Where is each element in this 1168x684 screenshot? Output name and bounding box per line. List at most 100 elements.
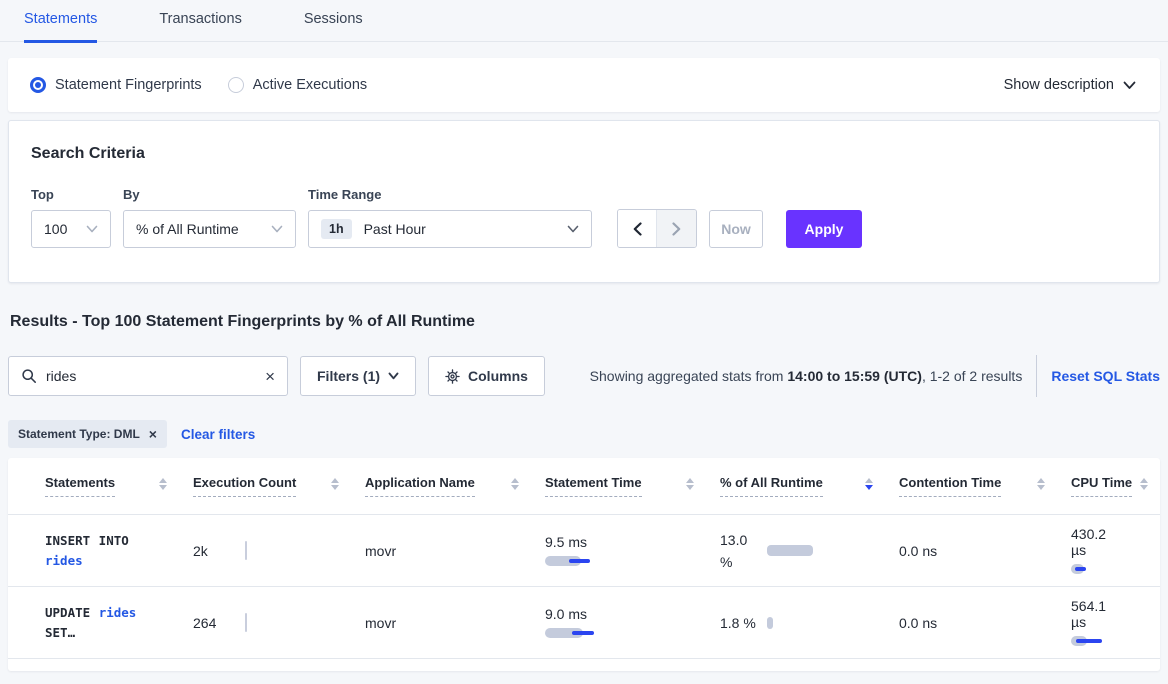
time-range-nav (617, 209, 697, 248)
col-contention-time[interactable]: Contention Time (899, 475, 1002, 497)
sort-application-name[interactable] (511, 477, 519, 490)
applied-filters-row: Statement Type: DML × Clear filters (8, 420, 1160, 448)
results-controls: × Filters (1) Columns Showing aggregated… (8, 355, 1160, 397)
tab-bar: Statements Transactions Sessions (0, 0, 1168, 43)
execution-count-bar (245, 613, 247, 632)
filter-chip-statement-type: Statement Type: DML × (8, 420, 167, 448)
top-label: Top (31, 187, 54, 202)
show-description-toggle[interactable]: Show description (1004, 77, 1136, 93)
sort-statements[interactable] (159, 477, 167, 490)
radio-active-executions[interactable]: Active Executions (227, 77, 368, 93)
contention-time-cell: 0.0 ns (899, 614, 938, 631)
cpu-time-bar (1071, 563, 1111, 575)
application-name-cell: movr (365, 614, 397, 631)
panel-title: Search Criteria (31, 145, 145, 162)
time-next-button[interactable] (657, 210, 696, 247)
cpu-time-cell: 564.1 µs (1071, 598, 1152, 647)
by-label: By (123, 187, 140, 202)
col-percent-runtime[interactable]: % of All Runtime (720, 475, 823, 497)
col-cpu-time[interactable]: CPU Time (1071, 475, 1133, 497)
time-range-select[interactable]: 1h Past Hour (308, 210, 592, 248)
chevron-down-icon (86, 225, 98, 233)
top-field: Top 100 (31, 187, 111, 248)
percent-runtime-cell: 1.8 % (720, 612, 899, 634)
radio-selected-icon (30, 77, 46, 93)
reset-sql-stats-link[interactable]: Reset SQL Stats (1051, 368, 1160, 384)
execution-count-bar (245, 541, 247, 560)
radio-statement-fingerprints[interactable]: Statement Fingerprints (30, 77, 202, 93)
search-input-wrapper: × (8, 356, 288, 396)
statement-link[interactable]: rides (45, 552, 83, 568)
sort-execution-count[interactable] (331, 477, 339, 490)
col-statements[interactable]: Statements (45, 475, 116, 497)
statement-cell: UPDATE rides SET… (45, 604, 137, 640)
chevron-right-icon (672, 221, 681, 236)
statement-time-bar (545, 627, 605, 639)
percent-runtime-bar (767, 545, 813, 556)
chevron-left-icon (633, 221, 642, 236)
chevron-down-icon (1123, 81, 1136, 89)
by-select-value: % of All Runtime (136, 221, 239, 237)
statement-cell: INSERT INTO rides (45, 532, 129, 568)
now-button[interactable]: Now (709, 210, 763, 248)
chevron-down-icon (388, 372, 399, 380)
tab-statements[interactable]: Statements (24, 11, 98, 43)
sort-statement-time[interactable] (686, 477, 694, 490)
top-select[interactable]: 100 (31, 210, 111, 248)
results-summary: Showing aggregated stats from 14:00 to 1… (589, 368, 1023, 384)
table-header-row: Statements Execution Count Application N… (8, 458, 1160, 515)
execution-count-cell: 264 (193, 613, 365, 632)
summary-time-range: 14:00 to 15:59 (UTC) (787, 368, 922, 384)
sort-cpu-time[interactable] (1140, 477, 1148, 490)
filter-chip-label: Statement Type: DML (18, 427, 140, 441)
sort-contention-time[interactable] (1037, 477, 1045, 490)
time-prev-button[interactable] (618, 210, 657, 247)
chevron-down-icon (271, 225, 283, 233)
radio-label: Active Executions (252, 77, 368, 93)
remove-filter-icon[interactable]: × (148, 426, 157, 442)
clear-search-icon[interactable]: × (265, 366, 275, 386)
results-heading: Results - Top 100 Statement Fingerprints… (10, 313, 475, 330)
search-icon (22, 369, 36, 383)
cpu-time-bar (1071, 635, 1115, 647)
radio-unselected-icon (227, 77, 244, 93)
table-row: INSERT INTO rides 2k movr 9.5 ms 13.0 % … (8, 515, 1160, 587)
application-name-cell: movr (365, 542, 397, 559)
statements-table: Statements Execution Count Application N… (8, 458, 1160, 671)
search-criteria-panel: Search Criteria Top 100 By % of All Runt… (8, 120, 1160, 283)
statement-time-bar (545, 555, 605, 567)
percent-runtime-cell: 13.0 % (720, 529, 899, 573)
time-range-value: Past Hour (363, 221, 426, 237)
cpu-time-cell: 430.2 µs (1071, 526, 1152, 575)
filters-label: Filters (1) (317, 368, 381, 384)
sort-percent-runtime[interactable] (865, 477, 873, 490)
chevron-down-icon (567, 225, 579, 233)
contention-time-cell: 0.0 ns (899, 542, 938, 559)
search-input[interactable] (46, 368, 266, 384)
percent-runtime-bar (767, 616, 773, 629)
filters-button[interactable]: Filters (1) (300, 356, 417, 396)
statement-link[interactable]: rides (98, 604, 137, 620)
apply-button[interactable]: Apply (786, 210, 862, 248)
by-select[interactable]: % of All Runtime (123, 210, 296, 248)
columns-button[interactable]: Columns (428, 356, 545, 396)
clear-filters-link[interactable]: Clear filters (180, 426, 256, 442)
tab-sessions[interactable]: Sessions (303, 11, 363, 27)
col-application-name[interactable]: Application Name (365, 475, 475, 497)
columns-label: Columns (468, 368, 528, 384)
by-field: By % of All Runtime (123, 187, 296, 248)
statement-time-cell: 9.5 ms (545, 534, 720, 567)
show-description-label: Show description (1003, 77, 1114, 93)
time-range-field: Time Range 1h Past Hour (308, 187, 592, 248)
view-mode-bar: Statement Fingerprints Active Executions… (8, 58, 1160, 112)
tab-transactions[interactable]: Transactions (159, 11, 242, 27)
execution-count-cell: 2k (193, 541, 365, 560)
col-statement-time[interactable]: Statement Time (545, 475, 642, 497)
col-execution-count[interactable]: Execution Count (193, 475, 297, 497)
radio-label: Statement Fingerprints (55, 77, 202, 93)
table-row: UPDATE rides SET… 264 movr 9.0 ms 1.8 % … (8, 587, 1160, 659)
time-range-badge: 1h (321, 219, 352, 239)
top-select-value: 100 (44, 221, 68, 237)
divider (1036, 355, 1038, 397)
gear-icon (445, 368, 460, 384)
